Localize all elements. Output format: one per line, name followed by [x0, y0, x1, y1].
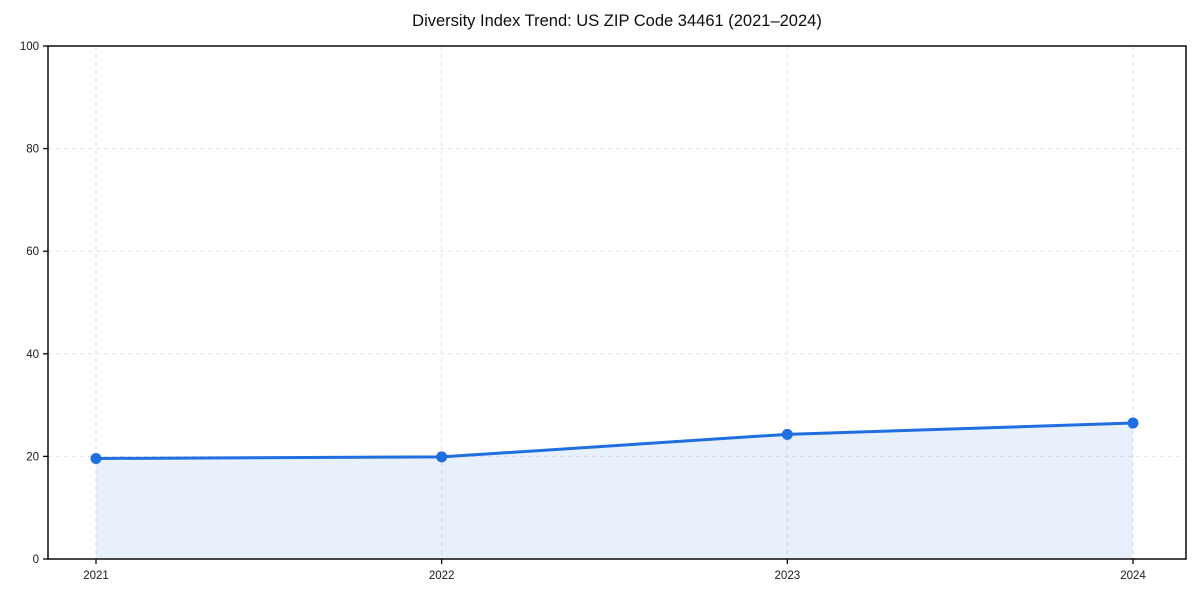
data-point-2024 [1127, 417, 1139, 429]
chart-title: Diversity Index Trend: US ZIP Code 34461… [412, 12, 822, 30]
trend-line [94, 421, 1135, 460]
x-tick-label: 2022 [429, 570, 455, 582]
x-tick-label: 2024 [1120, 570, 1146, 582]
x-tick-label: 2021 [83, 570, 109, 582]
axis-frame [47, 45, 1187, 560]
y-tick-label: 40 [26, 349, 39, 361]
y-tick-label: 80 [26, 144, 39, 156]
x-tick-label: 2023 [775, 570, 801, 582]
data-point-2021 [90, 452, 102, 464]
area-fill [96, 423, 1133, 559]
y-tick-label: 60 [26, 246, 39, 258]
y-tick-label: 100 [20, 41, 39, 53]
data-point-2023 [781, 428, 793, 440]
y-tick-label: 0 [33, 554, 39, 566]
data-point-2022 [436, 451, 448, 463]
y-tick-label: 20 [26, 451, 39, 463]
